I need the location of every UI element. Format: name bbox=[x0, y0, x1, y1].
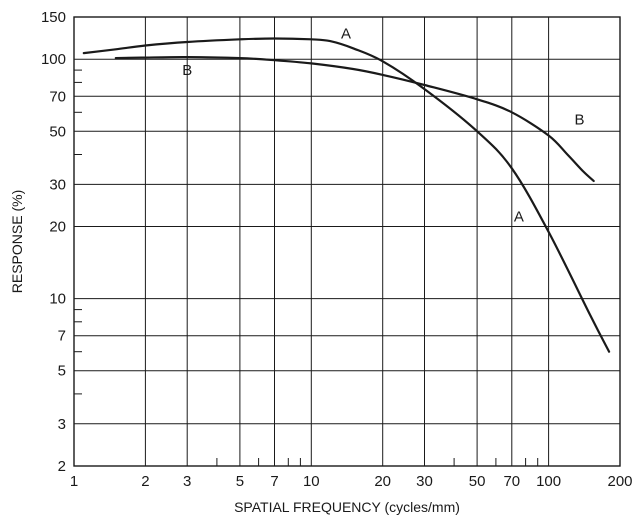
curve-label-a: A bbox=[341, 26, 351, 43]
y-tick-label: 20 bbox=[49, 219, 66, 236]
curve-a bbox=[82, 37, 611, 353]
y-tick-label: 100 bbox=[41, 51, 66, 68]
x-tick-label: 50 bbox=[469, 473, 486, 490]
x-tick-label: 70 bbox=[503, 473, 520, 490]
x-tick-label: 100 bbox=[536, 473, 561, 490]
y-tick-label: 10 bbox=[49, 291, 66, 308]
curve-label-b: B bbox=[182, 62, 192, 79]
grid bbox=[73, 16, 621, 467]
curve-labels: A B B A bbox=[182, 26, 584, 226]
x-tick-label: 1 bbox=[70, 473, 78, 490]
y-tick-label: 70 bbox=[49, 88, 66, 105]
y-tick-label: 2 bbox=[58, 458, 66, 475]
x-tick-label: 200 bbox=[607, 473, 632, 490]
curve-label-b: B bbox=[574, 112, 584, 129]
curve-b bbox=[114, 55, 595, 183]
x-tick-label: 20 bbox=[374, 473, 391, 490]
plot-frame bbox=[73, 16, 621, 467]
x-tick-label: 2 bbox=[141, 473, 149, 490]
x-tick-label: 7 bbox=[270, 473, 278, 490]
x-tick-label: 10 bbox=[303, 473, 320, 490]
y-axis-ticks: 2 3 5 7 10 20 30 50 70 100 150 bbox=[41, 9, 66, 475]
curves bbox=[82, 37, 611, 353]
y-tick-label: 30 bbox=[49, 176, 66, 193]
y-tick-label: 7 bbox=[58, 328, 66, 345]
x-tick-label: 30 bbox=[416, 473, 433, 490]
x-tick-label: 5 bbox=[236, 473, 244, 490]
x-tick-label: 3 bbox=[183, 473, 191, 490]
y-tick-label: 50 bbox=[49, 123, 66, 140]
y-axis-title: RESPONSE (%) bbox=[9, 190, 25, 293]
x-axis-title: SPATIAL FREQUENCY (cycles/mm) bbox=[234, 499, 460, 515]
x-axis-ticks: 1 2 3 5 7 10 20 30 50 70 100 200 bbox=[70, 473, 633, 490]
y-tick-label: 3 bbox=[58, 416, 66, 433]
curve-label-a: A bbox=[514, 209, 524, 226]
y-tick-label: 150 bbox=[41, 9, 66, 26]
y-tick-label: 5 bbox=[58, 363, 66, 380]
